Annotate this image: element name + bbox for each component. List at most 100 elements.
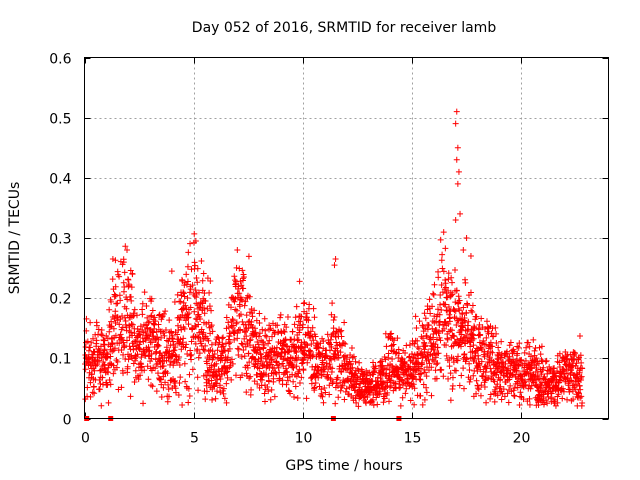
data-point [428,393,434,399]
data-point [220,334,226,340]
data-point [511,392,517,398]
data-point [538,351,544,357]
data-point [196,355,202,361]
data-point [294,304,300,310]
data-point [194,279,200,285]
data-point [440,373,446,379]
data-point [195,266,201,272]
data-point [329,300,335,306]
data-point [200,278,206,284]
data-point [418,334,424,340]
data-point [185,249,191,255]
data-point [162,369,168,375]
data-point [454,157,460,163]
data-point [445,376,451,382]
data-point [180,335,186,341]
data-point [484,318,490,324]
data-point [462,280,468,286]
data-point [185,295,191,301]
data-point [578,360,584,366]
data-point [417,376,423,382]
data-point [413,325,419,331]
data-point [209,397,215,403]
data-point [492,399,498,405]
chart-title: Day 052 of 2016, SRMTID for receiver lam… [192,20,497,36]
data-point [335,394,341,400]
y-tick-label: 0.1 [49,352,71,368]
data-point [456,169,462,175]
data-point [185,399,191,405]
data-point [106,307,112,313]
data-point [136,376,142,382]
data-point [159,394,165,400]
data-point [455,145,461,151]
data-point [169,268,175,274]
data-point [206,290,212,296]
data-point [192,263,198,269]
data-points [82,109,585,410]
data-point [313,380,319,386]
data-point [131,361,137,367]
data-point [525,340,531,346]
data-point [453,368,459,374]
data-point [121,280,127,286]
data-point [154,388,160,394]
data-point [110,371,116,377]
data-point [341,320,347,326]
data-point [383,343,389,349]
data-point [278,312,284,318]
data-point [517,389,523,395]
y-tick-label: 0.2 [49,292,71,308]
data-point [386,398,392,404]
data-point [285,314,291,320]
data-point [518,357,524,363]
data-point [422,310,428,316]
data-point [483,400,489,406]
data-point [435,274,441,280]
data-point [218,376,224,382]
data-point [300,367,306,373]
data-point [398,403,404,409]
data-point [460,247,466,253]
data-point [224,314,230,320]
data-point [150,307,156,313]
data-point [423,315,429,321]
data-point [544,400,550,406]
data-point [190,366,196,372]
data-point [469,309,475,315]
data-point [283,382,289,388]
data-point [488,391,494,397]
data-point [449,280,455,286]
data-point [155,370,161,376]
data-point [417,393,423,399]
data-point [468,253,474,259]
data-point [290,379,296,385]
data-point [113,293,119,299]
data-point [125,277,131,283]
data-point [530,337,536,343]
data-point [97,386,103,392]
data-point [201,270,207,276]
data-point [126,356,132,362]
data-point [117,292,123,298]
data-point [311,314,317,320]
data-point [441,229,447,235]
data-point [454,109,460,115]
data-point [269,387,275,393]
data-point [187,241,193,247]
y-tick-label: 0 [63,413,72,429]
data-point [380,399,386,405]
data-point [128,393,134,399]
data-point [470,373,476,379]
data-point [187,348,193,354]
data-point [324,360,330,366]
data-point [138,323,144,329]
data-point [431,292,437,298]
data-point [435,269,441,275]
data-point [291,394,297,400]
data-point [437,292,443,298]
data-point [508,339,514,345]
data-point [259,355,265,361]
data-point [132,307,138,313]
data-point [128,298,134,304]
